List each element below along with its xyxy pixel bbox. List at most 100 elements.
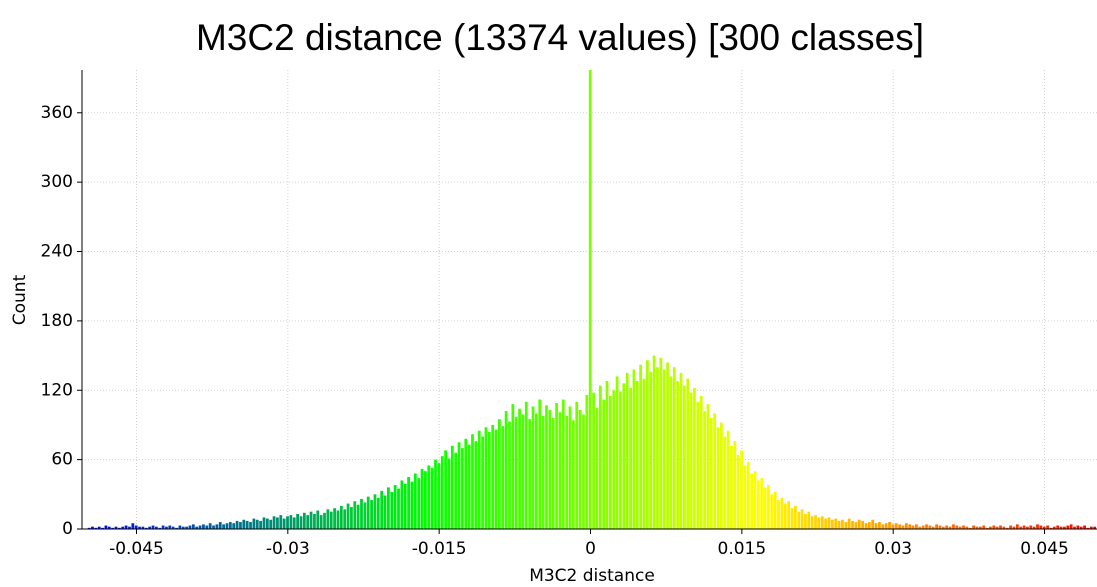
bar bbox=[128, 526, 131, 529]
bar bbox=[686, 378, 690, 529]
bar bbox=[921, 525, 925, 529]
bar bbox=[350, 507, 353, 529]
bar bbox=[393, 485, 397, 529]
bar bbox=[817, 517, 821, 529]
bar bbox=[780, 497, 784, 529]
x-tick-label: 0.015 bbox=[718, 539, 767, 559]
bar bbox=[450, 445, 454, 529]
bar bbox=[901, 525, 905, 529]
bar bbox=[329, 511, 333, 529]
bar bbox=[292, 517, 296, 529]
bar bbox=[1002, 526, 1006, 529]
bar bbox=[316, 510, 320, 529]
bar bbox=[356, 504, 360, 529]
bar bbox=[999, 525, 1002, 529]
bar bbox=[975, 526, 979, 529]
bar bbox=[915, 524, 918, 529]
bar bbox=[867, 522, 871, 529]
bar bbox=[326, 509, 330, 529]
bar bbox=[945, 525, 949, 529]
bar bbox=[474, 441, 478, 529]
bar bbox=[430, 467, 434, 529]
bar bbox=[504, 411, 508, 529]
bar bbox=[770, 494, 774, 529]
bar bbox=[595, 407, 599, 529]
bar bbox=[612, 390, 616, 529]
bar bbox=[656, 367, 659, 529]
bar bbox=[810, 516, 814, 529]
bar bbox=[706, 404, 710, 529]
bar bbox=[1029, 525, 1033, 529]
chart-title: M3C2 distance (13374 values) [300 classe… bbox=[196, 17, 924, 58]
bar bbox=[807, 511, 811, 529]
bar bbox=[978, 526, 982, 529]
bar bbox=[629, 387, 632, 529]
bar bbox=[941, 526, 945, 529]
bar bbox=[763, 487, 767, 529]
bar bbox=[161, 525, 165, 529]
bar bbox=[262, 517, 266, 529]
bar bbox=[1083, 525, 1086, 529]
bar bbox=[854, 522, 858, 529]
bar bbox=[753, 471, 757, 529]
bar bbox=[282, 518, 286, 529]
bar bbox=[844, 522, 848, 529]
bar bbox=[989, 526, 992, 529]
bar bbox=[1019, 526, 1023, 529]
bar bbox=[417, 478, 421, 529]
bar bbox=[750, 473, 754, 529]
bar bbox=[306, 515, 310, 529]
bar bbox=[514, 416, 518, 529]
bar bbox=[713, 413, 717, 529]
bar bbox=[740, 450, 743, 529]
bar bbox=[141, 526, 145, 529]
bar bbox=[602, 399, 606, 529]
bar bbox=[669, 376, 673, 529]
bar bbox=[985, 527, 989, 529]
bar bbox=[632, 369, 636, 529]
bar bbox=[124, 525, 128, 529]
bar bbox=[101, 527, 104, 529]
bar bbox=[175, 527, 178, 529]
bar bbox=[585, 394, 589, 529]
bar bbox=[575, 401, 579, 529]
bar bbox=[992, 525, 996, 529]
bar bbox=[188, 525, 192, 529]
bar bbox=[615, 376, 619, 529]
bar bbox=[387, 487, 390, 529]
bar bbox=[820, 516, 824, 529]
bar bbox=[528, 419, 532, 529]
bar bbox=[719, 422, 723, 529]
bar bbox=[609, 396, 612, 529]
bar bbox=[1076, 525, 1080, 529]
bar bbox=[619, 391, 622, 529]
bar bbox=[716, 427, 720, 529]
bar bbox=[296, 513, 299, 529]
x-tick-label: -0.015 bbox=[412, 539, 467, 559]
bar bbox=[97, 526, 101, 529]
bar bbox=[541, 415, 545, 529]
bar bbox=[508, 421, 511, 529]
y-tick-label: 360 bbox=[41, 103, 73, 123]
bar bbox=[165, 526, 168, 529]
bar bbox=[743, 465, 747, 529]
bar bbox=[195, 526, 199, 529]
bar bbox=[218, 522, 222, 529]
bar bbox=[454, 452, 458, 529]
bar bbox=[444, 450, 447, 529]
bar bbox=[824, 518, 828, 529]
bar bbox=[730, 445, 733, 529]
bar bbox=[588, 70, 592, 529]
bar bbox=[111, 527, 115, 529]
bar bbox=[545, 405, 548, 529]
bar bbox=[548, 409, 552, 529]
bar bbox=[1063, 526, 1066, 529]
bar bbox=[1093, 526, 1097, 529]
y-tick-label: 180 bbox=[41, 311, 73, 331]
bar bbox=[578, 409, 582, 529]
bar bbox=[202, 524, 205, 529]
bar bbox=[598, 385, 602, 529]
bar bbox=[861, 520, 865, 529]
bar bbox=[154, 526, 158, 529]
bar bbox=[689, 392, 693, 529]
